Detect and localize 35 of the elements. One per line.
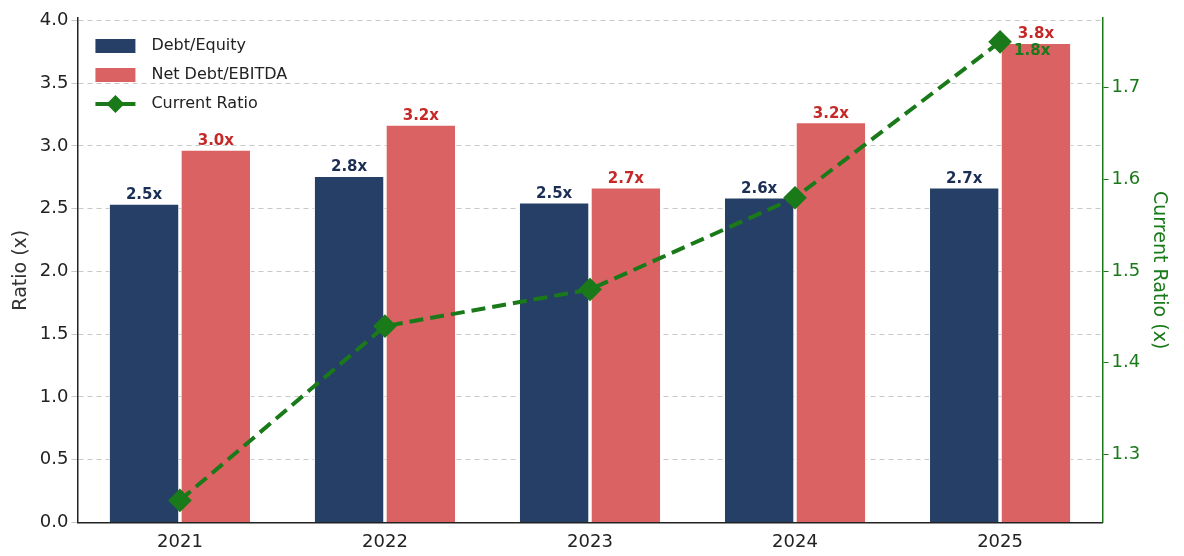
y-tick-label: 3.0 [39,133,69,155]
y-tick-label: 2.5 [39,196,69,218]
x-tick-label: 2023 [567,529,613,551]
x-tick-label: 2024 [772,529,818,551]
y-tick-label: 3.5 [39,70,69,92]
data-label: 2.7x [946,168,983,187]
data-label: 2.7x [607,168,645,187]
legend-label: Debt/Equity [151,35,246,55]
x-tick-label: 2025 [977,529,1023,551]
x-tick-label: 2022 [362,529,408,551]
data-label: 3.2x [402,106,440,125]
data-label: 2.6x [741,178,778,197]
y-tick-label: 4.0 [39,8,69,30]
y-tick-label: 2.0 [39,259,69,281]
y-axis-title: Ratio (x) [8,229,31,311]
y2-tick-label: 1.5 [1111,258,1141,280]
data-label: 3.8x [1017,24,1055,43]
y2-tick-label: 1.3 [1111,442,1141,464]
y2-tick-label: 1.7 [1111,75,1141,97]
y-tick-label: 1.5 [39,321,69,343]
data-label: 3.0x [197,131,235,150]
legend-label: Net Debt/EBITDA [151,64,288,84]
data-label: 2.8x [330,157,368,176]
x-tick-label: 2021 [157,529,203,551]
y2-axis-title: Current Ratio (x) [1149,191,1172,350]
legend-label: Current Ratio [151,93,258,113]
data-label: 1.8x [1014,40,1051,59]
y-tick-label: 0.0 [39,510,69,532]
y2-tick-label: 1.4 [1111,350,1141,372]
data-label: 2.5x [125,185,163,204]
y-tick-label: 1.0 [39,384,69,406]
y-tick-label: 0.5 [39,447,69,469]
data-label: 2.5x [535,183,573,202]
y2-tick-label: 1.6 [1111,167,1141,189]
data-label: 3.2x [812,103,850,122]
